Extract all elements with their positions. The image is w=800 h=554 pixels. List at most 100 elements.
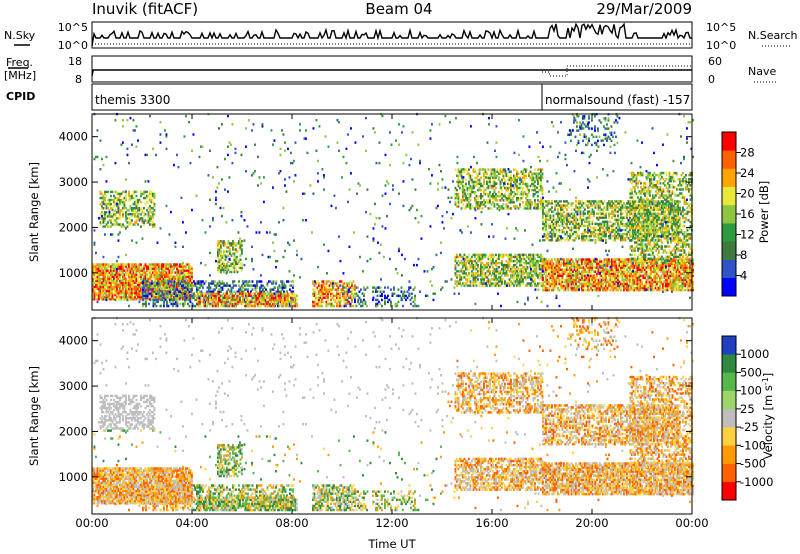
power-cell xyxy=(102,273,105,276)
power-cell xyxy=(584,270,586,273)
power-cell xyxy=(454,263,457,267)
power-cell xyxy=(566,274,568,278)
power-cell xyxy=(324,288,326,291)
power-cell xyxy=(620,260,622,263)
power-cell xyxy=(334,298,337,302)
power-cell xyxy=(339,296,341,300)
power-cell xyxy=(284,294,286,298)
power-cell xyxy=(172,304,174,308)
power-cell xyxy=(105,205,108,208)
power-cell xyxy=(474,207,476,210)
power-cell xyxy=(495,284,497,287)
power-cell xyxy=(126,295,129,299)
power-cell xyxy=(113,194,115,198)
power-cell xyxy=(184,292,186,295)
power-cell xyxy=(566,282,568,286)
power-cell xyxy=(573,280,576,284)
power-cell xyxy=(116,281,118,285)
power-cell xyxy=(554,264,556,267)
power-cell xyxy=(540,170,542,173)
power-cell xyxy=(120,283,123,287)
power-cell xyxy=(161,273,163,276)
power-cell xyxy=(633,274,636,278)
power-cell xyxy=(615,270,618,273)
power-cell xyxy=(354,292,356,295)
power-cell xyxy=(462,170,464,173)
power-cell xyxy=(188,267,190,270)
power-cell xyxy=(216,300,219,304)
power-cell xyxy=(489,182,491,186)
power-cell xyxy=(158,275,160,278)
power-cell xyxy=(496,174,499,178)
power-cell xyxy=(119,223,121,226)
power-cell xyxy=(412,304,415,308)
power-cell xyxy=(154,288,156,291)
power-cell xyxy=(325,294,328,298)
power-cell xyxy=(232,282,234,285)
power-cell xyxy=(168,273,171,276)
power-cell xyxy=(650,270,652,273)
power-cell xyxy=(138,265,141,268)
power-cell xyxy=(557,274,559,278)
power-cell xyxy=(581,270,583,273)
power-cell xyxy=(468,168,470,171)
power-cell xyxy=(261,300,264,304)
power-cell xyxy=(281,304,283,308)
power-cell xyxy=(294,296,297,300)
power-cell xyxy=(294,298,297,302)
power-cell xyxy=(534,280,536,283)
power-cell xyxy=(513,195,515,198)
power-cell xyxy=(188,291,190,295)
power-cell xyxy=(179,282,182,285)
power-cell xyxy=(137,293,139,297)
power-cell xyxy=(98,281,100,285)
power-cell xyxy=(132,295,135,299)
power-cell xyxy=(178,280,180,283)
power-cell xyxy=(508,176,511,180)
power-cell xyxy=(599,264,601,267)
power-cell xyxy=(223,270,225,274)
power-cell xyxy=(114,263,117,266)
power-cell xyxy=(222,292,225,295)
power-cell xyxy=(132,291,135,295)
power-cell xyxy=(283,290,285,293)
power-cell xyxy=(663,268,666,271)
power-cell xyxy=(221,260,224,263)
power-cell xyxy=(128,283,130,287)
power-cell xyxy=(663,270,666,273)
power-cell xyxy=(196,282,198,285)
power-cell xyxy=(534,184,536,188)
power-cell xyxy=(215,302,217,306)
power-cell xyxy=(582,278,585,282)
power-cell xyxy=(645,268,648,271)
power-cell xyxy=(221,300,223,304)
power-cell xyxy=(525,201,527,204)
power-cell xyxy=(105,223,108,226)
power-cell xyxy=(483,180,485,184)
power-cell xyxy=(179,280,182,283)
power-cell xyxy=(557,262,559,265)
power-cell xyxy=(529,205,532,208)
power-cell xyxy=(516,186,518,190)
power-cell xyxy=(463,257,466,261)
power-cell xyxy=(468,197,470,200)
power-cell xyxy=(498,172,500,175)
power-cell xyxy=(612,286,615,290)
power-cell xyxy=(575,260,577,263)
power-cell xyxy=(108,202,111,206)
power-cell xyxy=(644,284,646,288)
power-cell xyxy=(511,272,514,275)
power-cell xyxy=(113,223,115,226)
power-cell xyxy=(120,269,123,272)
power-cell xyxy=(630,286,633,290)
power-cell xyxy=(107,285,109,289)
power-cell xyxy=(588,268,591,271)
power-cell xyxy=(102,285,105,289)
power-cell xyxy=(107,291,109,295)
power-cell xyxy=(102,217,105,220)
power-cell xyxy=(212,304,214,308)
power-cell xyxy=(402,294,404,298)
power-cell xyxy=(144,202,147,206)
power-cell xyxy=(145,296,147,300)
power-cell xyxy=(639,282,642,286)
